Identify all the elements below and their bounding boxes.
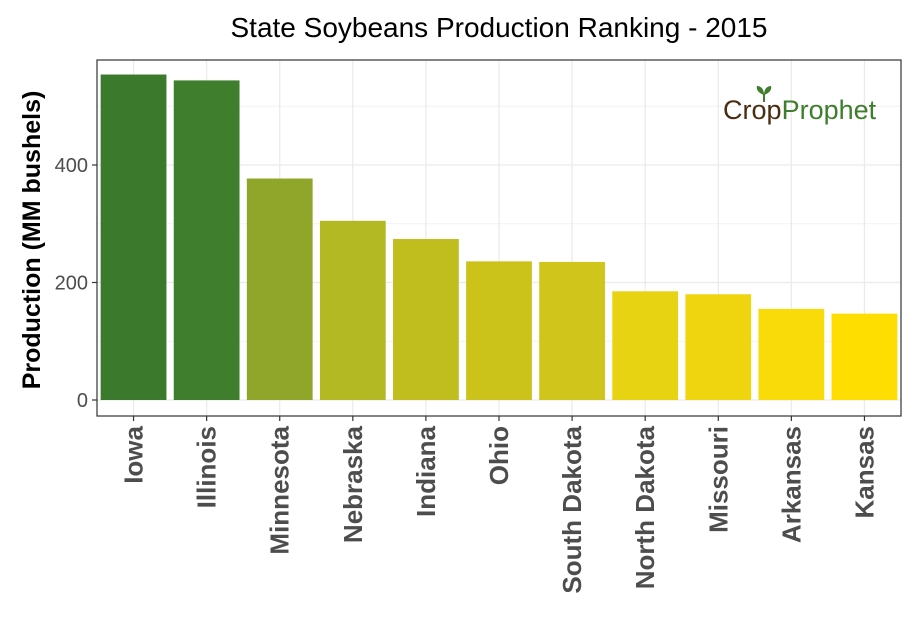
x-tick-label-iowa: Iowa — [119, 425, 149, 483]
x-tick-label-ohio: Ohio — [484, 426, 514, 485]
bar-indiana — [393, 239, 459, 400]
y-tick-label: 200 — [55, 273, 88, 295]
sprout-icon — [756, 86, 772, 102]
y-tick-label: 0 — [77, 390, 88, 412]
bar-illinois — [173, 80, 240, 401]
x-tick-label-arkansas: Arkansas — [776, 426, 806, 543]
x-tick-label-illinois: Illinois — [192, 426, 222, 508]
y-axis-label: Production (MM bushels) — [18, 91, 46, 390]
bar-nebraska — [319, 220, 386, 400]
y-tick-label: 400 — [55, 155, 88, 177]
x-tick-label-minnesota: Minnesota — [265, 425, 295, 554]
bars — [100, 74, 898, 401]
bar-missouri — [685, 294, 752, 400]
bar-kansas — [831, 313, 898, 400]
x-tick-label-nebraska: Nebraska — [338, 425, 368, 543]
svg-text:CropProphet: CropProphet — [723, 95, 877, 125]
x-axis: Iowa Illinois Minnesota Nebraska Indiana Ohio… — [119, 416, 879, 594]
chart-title: State Soybeans Production Ranking - 2015 — [230, 12, 767, 43]
y-axis: 0 200 400 — [55, 155, 97, 412]
x-tick-label-kansas: Kansas — [849, 426, 879, 519]
x-tick-label-indiana: Indiana — [411, 425, 441, 517]
x-tick-label-missouri: Missouri — [703, 426, 733, 533]
bar-arkansas — [758, 308, 825, 400]
cropprophet-logo: CropProphet — [723, 86, 877, 125]
bar-north-dakota — [612, 291, 679, 400]
logo-text-o: o — [752, 95, 767, 125]
logo-text-p: p — [767, 95, 782, 125]
bar-iowa — [100, 74, 167, 401]
logo-text-cr: Cr — [723, 95, 752, 125]
x-tick-label-south-dakota: South Dakota — [557, 425, 587, 593]
x-tick-label-north-dakota: North Dakota — [630, 425, 660, 589]
bar-ohio — [466, 261, 532, 400]
bar-minnesota — [246, 178, 313, 400]
bar-south-dakota — [539, 261, 605, 400]
logo-text-prophet: Prophet — [782, 95, 877, 125]
